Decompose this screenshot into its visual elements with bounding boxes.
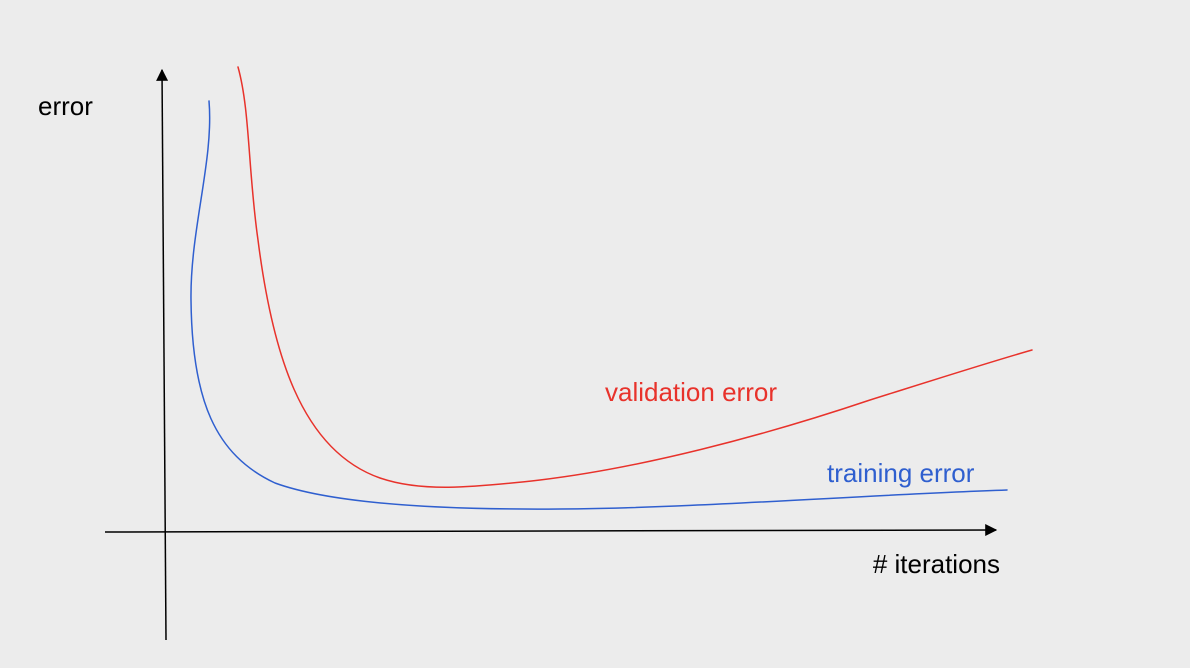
x-axis [104, 524, 998, 537]
validation-error-curve [237, 66, 1033, 489]
training-error-label: training error [827, 458, 975, 488]
y-axis-label: error [38, 91, 93, 121]
y-axis [156, 68, 169, 641]
validation-error-label: validation error [605, 377, 777, 407]
x-axis-label: # iterations [873, 549, 1000, 579]
training-error-curve [190, 100, 1008, 510]
